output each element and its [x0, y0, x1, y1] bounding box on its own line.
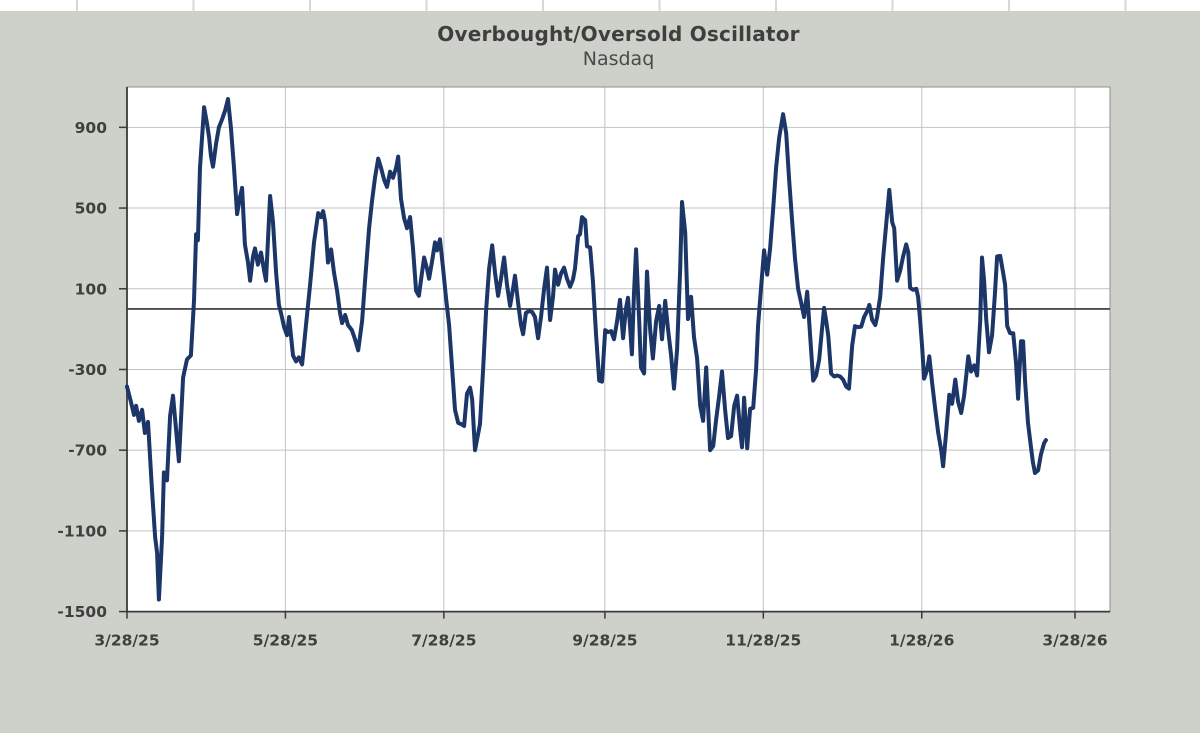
plot-area	[127, 87, 1110, 612]
y-axis-tick-label: -700	[68, 442, 107, 460]
x-axis-tick-label: 5/28/25	[253, 632, 318, 650]
y-axis-tick-label: -1500	[57, 603, 107, 621]
x-axis-tick-label: 9/28/25	[572, 632, 637, 650]
y-axis-tick-label: 100	[75, 280, 108, 298]
x-axis-tick-label: 11/28/25	[725, 632, 801, 650]
x-axis-tick-label: 3/28/25	[94, 632, 159, 650]
chart-title: Overbought/Oversold Oscillator	[437, 22, 800, 46]
chart-subtitle: Nasdaq	[582, 48, 655, 70]
oscillator-series-line	[125, 97, 1048, 602]
y-axis-tick-label: -1100	[57, 522, 107, 540]
x-axis-tick-label: 3/28/26	[1042, 632, 1107, 650]
spreadsheet-cell-row	[0, 0, 1200, 11]
y-axis-tick-label: 900	[75, 119, 108, 137]
x-axis-tick-label: 7/28/25	[411, 632, 476, 650]
oscillator-chart: 900 500 100 -300 -700 -1100 -1500 3/28/25 5/28/2…	[57, 86, 1111, 650]
x-axis-tick-label: 1/28/26	[889, 632, 954, 650]
y-axis-tick-label: -300	[68, 361, 107, 379]
y-axis-tick-label: 500	[75, 200, 108, 218]
chart-object[interactable]: 900 500 100 -300 -700 -1100 -1500 3/28/25 5/28/2…	[0, 11, 1200, 733]
